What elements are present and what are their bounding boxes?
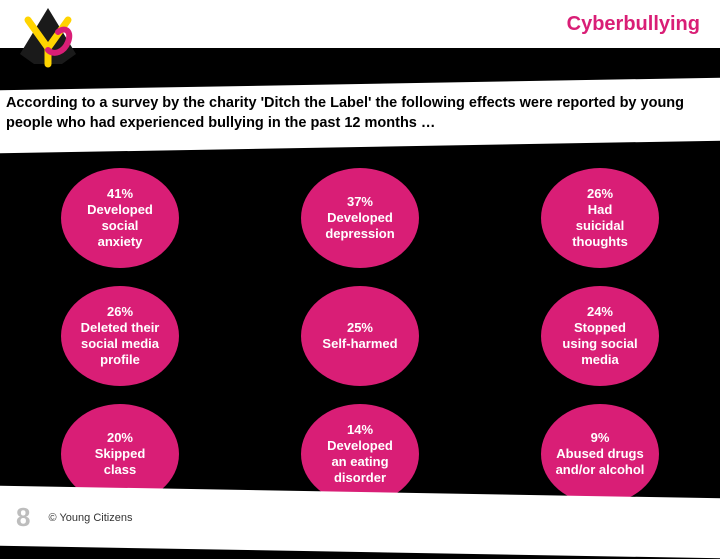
footer-band: 8 © Young Citizens xyxy=(0,485,720,559)
stat-text: 41% Developed social anxiety xyxy=(87,186,153,251)
stat-bubble: 24% Stopped using social media xyxy=(541,286,659,386)
bubble-grid: 41% Developed social anxiety 37% Develop… xyxy=(0,162,720,510)
stat-text: 14% Developed an eating disorder xyxy=(327,422,393,487)
stat-text: 37% Developed depression xyxy=(325,194,394,243)
stat-bubble: 26% Deleted their social media profile xyxy=(61,286,179,386)
stat-bubble: 25% Self-harmed xyxy=(301,286,419,386)
stat-bubble: 26% Had suicidal thoughts xyxy=(541,168,659,268)
stat-bubble: 37% Developed depression xyxy=(301,168,419,268)
header-bar: Cyberbullying xyxy=(0,0,720,48)
stat-text: 25% Self-harmed xyxy=(322,320,397,353)
stat-text: 26% Had suicidal thoughts xyxy=(572,186,628,251)
page-number: 8 xyxy=(16,502,30,533)
copyright: © Young Citizens xyxy=(49,511,133,523)
logo xyxy=(14,2,82,70)
stat-bubble: 9% Abused drugs and/or alcohol xyxy=(541,404,659,504)
stat-bubble: 14% Developed an eating disorder xyxy=(301,404,419,504)
stat-text: 24% Stopped using social media xyxy=(562,304,637,369)
stat-text: 26% Deleted their social media profile xyxy=(81,304,160,369)
stat-text: 20% Skipped class xyxy=(95,430,146,479)
stat-text: 9% Abused drugs and/or alcohol xyxy=(556,430,645,479)
stat-bubble: 41% Developed social anxiety xyxy=(61,168,179,268)
intro-text: According to a survey by the charity 'Di… xyxy=(6,94,714,133)
intro-band: According to a survey by the charity 'Di… xyxy=(0,77,720,154)
page-title: Cyberbullying xyxy=(567,13,700,36)
